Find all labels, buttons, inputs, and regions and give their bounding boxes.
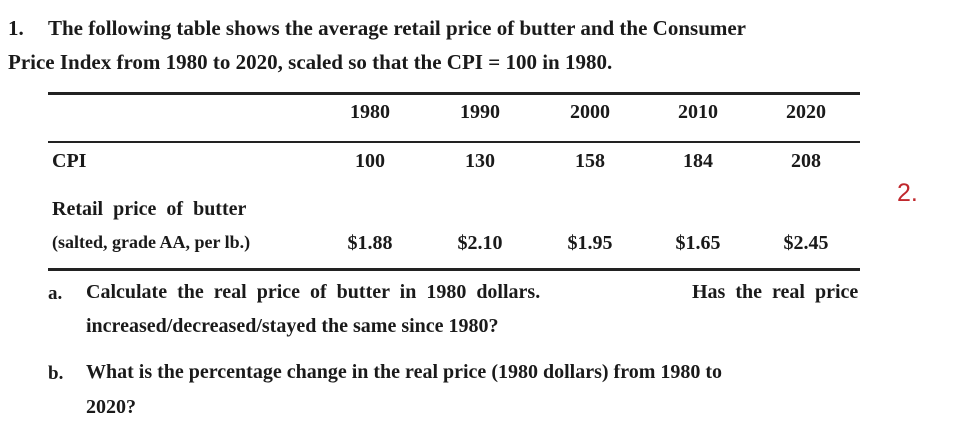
table-cell: 208: [791, 150, 821, 172]
part-letter: a.: [48, 283, 63, 304]
table-cell: 158: [575, 150, 605, 172]
part-text: Has the real price: [692, 281, 859, 303]
table-cell: $2.10: [457, 232, 503, 254]
table-cell: 100: [355, 150, 385, 172]
table-cell: $1.88: [347, 232, 393, 254]
row-label: (salted, grade AA, per lb.): [52, 232, 251, 252]
table-rule: [48, 92, 860, 95]
question-number: 1.: [8, 16, 24, 40]
table-cell: $1.65: [675, 232, 721, 254]
table-rule: [48, 141, 860, 143]
part-text: 2020?: [86, 396, 136, 418]
question-text: The following table shows the average re…: [48, 16, 747, 40]
table-cell: $1.95: [567, 232, 613, 254]
part-text: What is the percentage change in the rea…: [86, 361, 723, 383]
row-label: Retail price of butter: [52, 198, 247, 220]
part-text: Calculate the real price of butter in 19…: [86, 281, 541, 303]
part-text: increased/decreased/stayed the same sinc…: [86, 315, 499, 337]
column-header: 2020: [786, 101, 826, 123]
question-text: Price Index from 1980 to 2020, scaled so…: [8, 50, 613, 74]
table-cell: 130: [465, 150, 495, 172]
annotation: 2.: [897, 179, 918, 207]
column-header: 2010: [678, 101, 718, 123]
column-header: 1990: [460, 101, 500, 123]
row-label: CPI: [52, 150, 87, 172]
column-header: 2000: [570, 101, 610, 123]
column-header: 1980: [350, 101, 390, 123]
part-letter: b.: [48, 363, 64, 384]
table-cell: $2.45: [783, 232, 829, 254]
table-rule: [48, 268, 860, 271]
table-cell: 184: [683, 150, 713, 172]
